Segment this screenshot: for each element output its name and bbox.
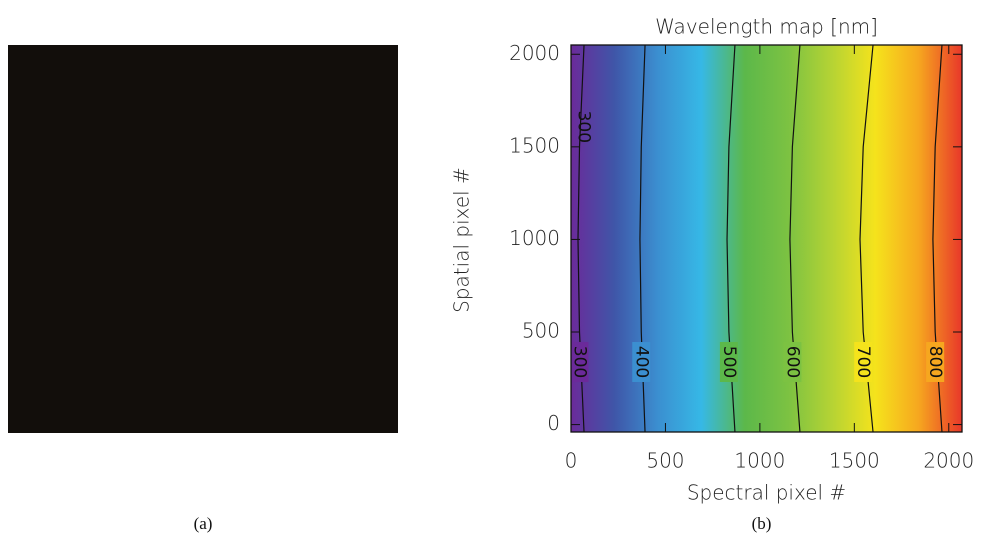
chart-title: Wavelength map [nm] [655, 15, 878, 39]
x-tick-label: 1500 [829, 449, 880, 473]
contour-label: 700 [853, 346, 873, 378]
panel-b: 300 300 400 500 600 700 800 0 500 1000 1500 2000 0 50… [450, 15, 975, 533]
x-tick-label: 1000 [734, 449, 785, 473]
x-tick-label: 0 [565, 449, 578, 473]
contour-label: 600 [782, 346, 802, 378]
contour-label: 300 [570, 346, 590, 378]
caption: (b) [752, 514, 772, 533]
panel-a: (a) [8, 45, 398, 533]
caption: (a) [194, 514, 213, 533]
y-tick-label: 0 [547, 411, 560, 435]
color-field [571, 45, 962, 432]
contour-label: 800 [925, 346, 945, 378]
figure: (a) 300 300 400 500 600 700 800 0 500 1000 1500 200… [0, 0, 986, 548]
contour-label: 300 [574, 111, 594, 143]
y-tick-label: 1500 [509, 133, 560, 157]
x-axis-label: Spectral pixel # [687, 481, 846, 505]
contour-label: 400 [631, 346, 651, 378]
contour-label: 500 [719, 346, 739, 378]
y-axis-label: Spatial pixel # [450, 167, 474, 313]
x-tick-label: 2000 [923, 449, 974, 473]
y-tick-label: 2000 [509, 41, 560, 65]
y-tick-label: 1000 [509, 226, 560, 250]
y-tick-label: 500 [522, 319, 560, 343]
x-tick-label: 500 [646, 449, 684, 473]
